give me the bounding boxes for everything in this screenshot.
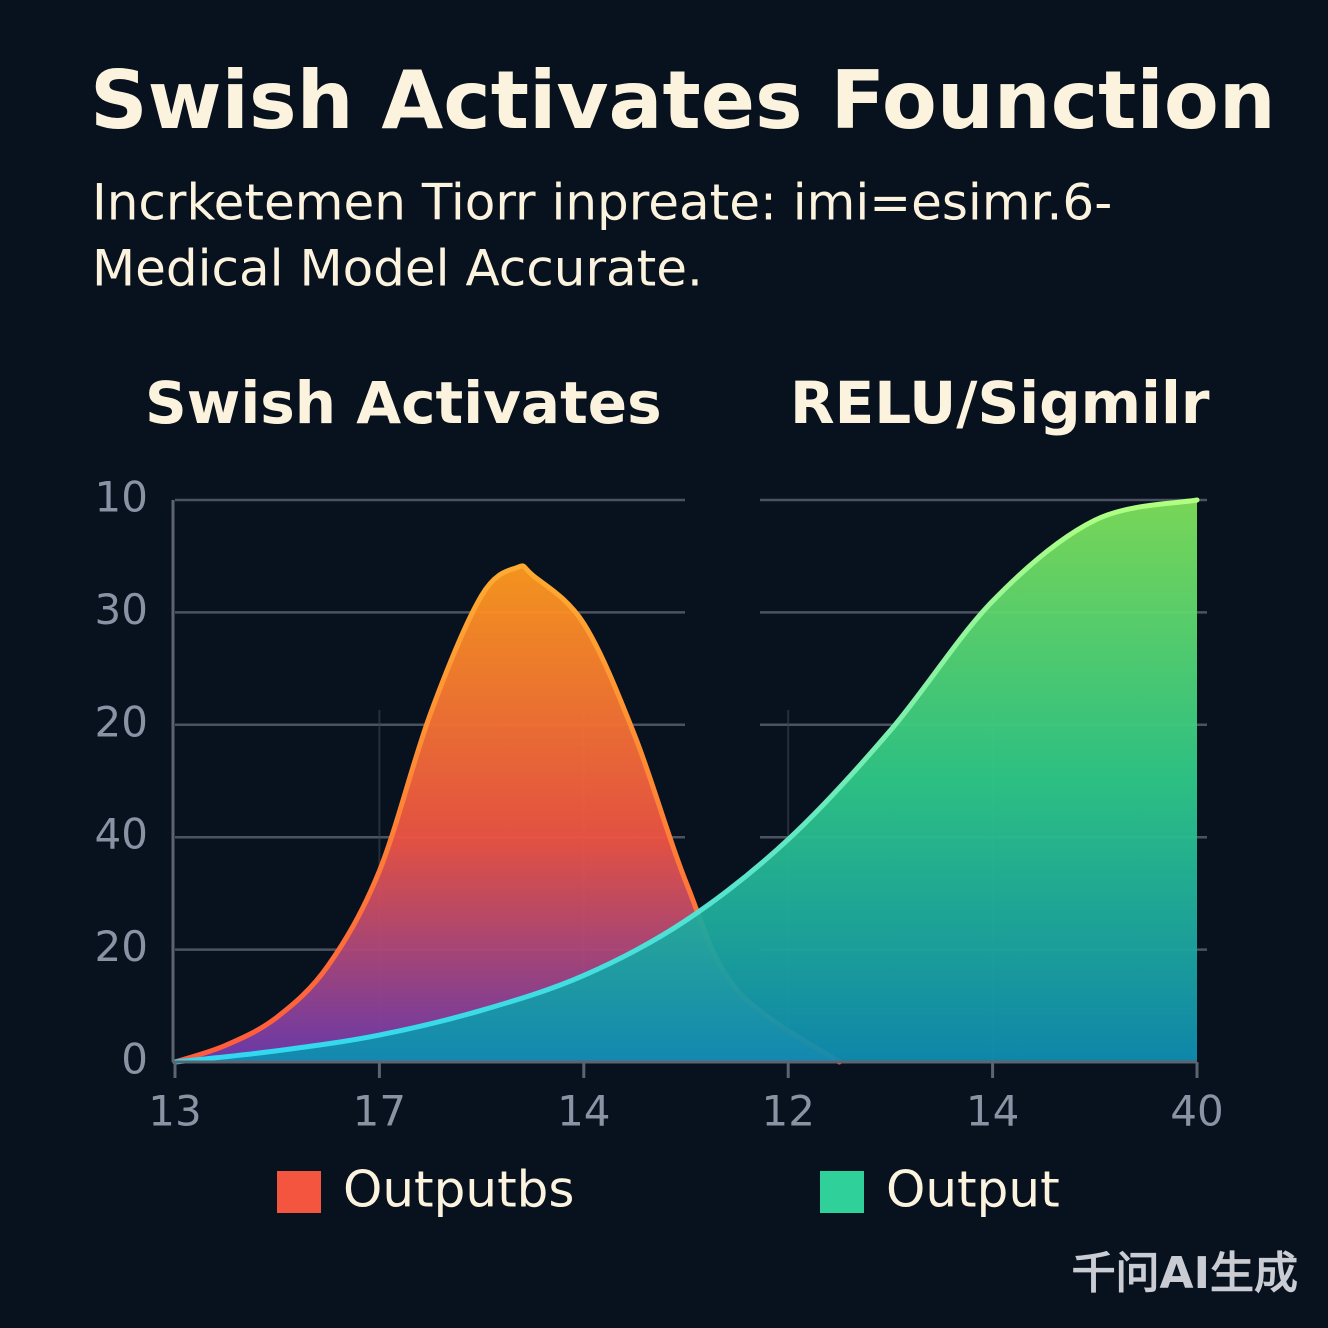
legend-swatch — [277, 1171, 321, 1213]
y-tick-label: 20 — [95, 922, 148, 971]
x-tick-label: 14 — [557, 1087, 610, 1136]
y-tick-label: 10 — [95, 473, 148, 522]
legend-label: Output — [886, 1161, 1060, 1219]
legend-swatch — [820, 1171, 864, 1213]
line — [172, 563, 842, 1065]
panel-title: Swish Activates — [145, 369, 662, 437]
chart-title: Swish Activates Founction — [90, 54, 1276, 147]
line — [172, 497, 1200, 1065]
y-tick-label: 0 — [121, 1035, 148, 1084]
x-tick-label: 14 — [966, 1087, 1019, 1136]
x-tick-label: 17 — [353, 1087, 406, 1136]
watermark: 千问AI生成 — [1072, 1248, 1298, 1299]
x-tick-label: 40 — [1170, 1087, 1223, 1136]
area — [175, 500, 1197, 1062]
subtitle: Incrketemen Tiorr inpreate: imi=esimr.6- — [92, 174, 1112, 232]
y-tick-label: 20 — [95, 697, 148, 746]
x-tick-label: 12 — [761, 1087, 814, 1136]
panel-title: RELU/Sigmilr — [790, 369, 1210, 437]
y-tick-label: 40 — [95, 810, 148, 859]
x-tick-label: 13 — [148, 1087, 201, 1136]
subtitle: Medical Model Accurate. — [92, 240, 703, 298]
legend-label: Outputbs — [343, 1161, 574, 1219]
y-tick-label: 30 — [95, 585, 148, 634]
